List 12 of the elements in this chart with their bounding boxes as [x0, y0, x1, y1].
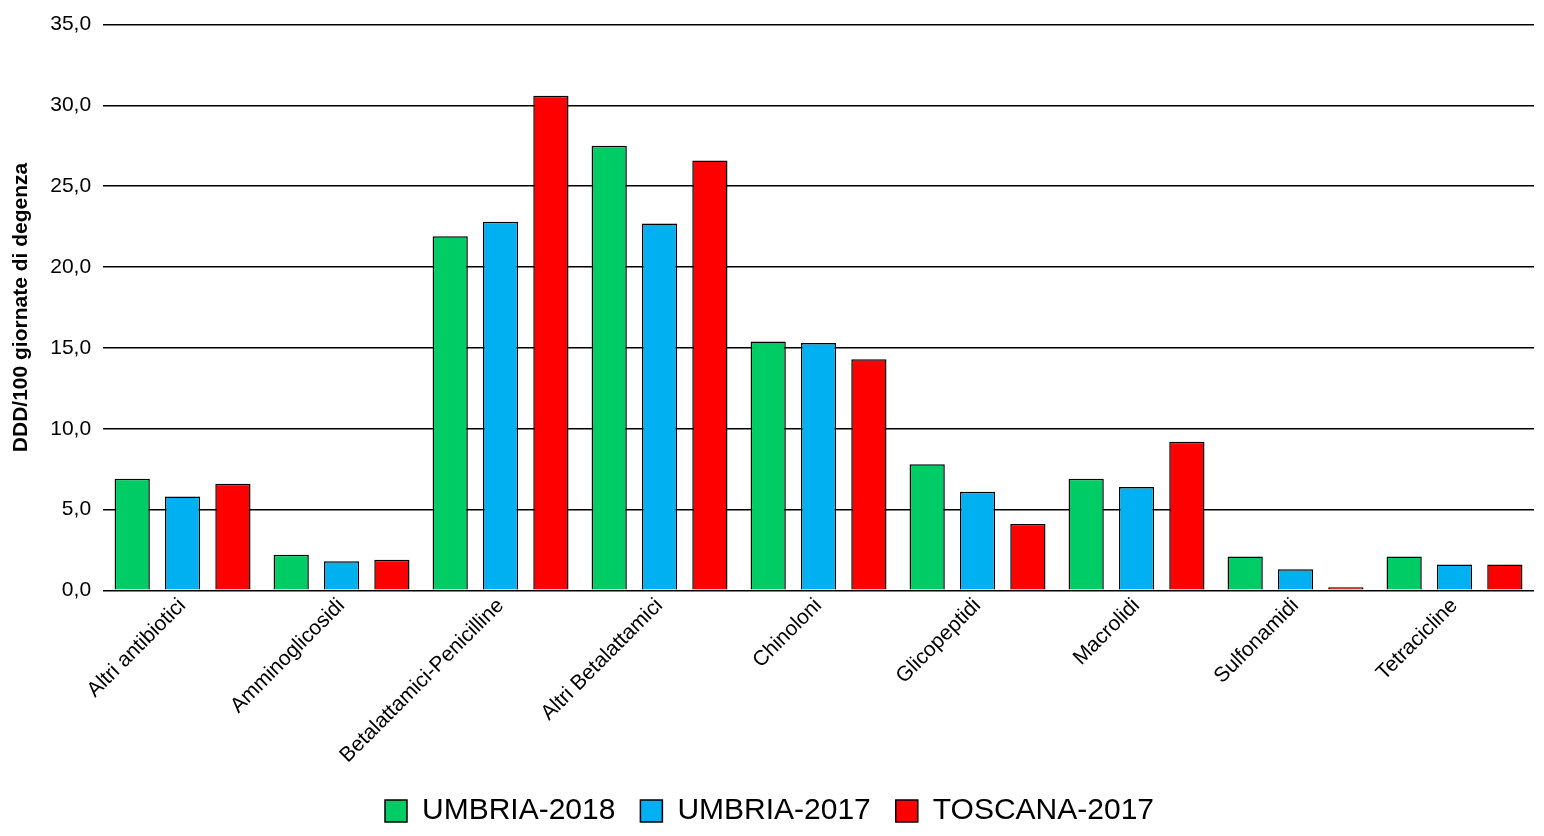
y-tick-label: 20,0: [50, 253, 92, 277]
legend-label: UMBRIA-2018: [421, 792, 616, 826]
legend-label: UMBRIA-2017: [677, 792, 871, 826]
y-tick-label: 10,0: [50, 415, 92, 439]
y-tick-label: 5,0: [61, 496, 92, 520]
y-tick-label: 25,0: [50, 173, 92, 197]
y-tick-label: 0,0: [61, 577, 92, 601]
y-tick-label: 35,0: [50, 11, 92, 35]
y-axis-title: DDD/100 giornate di degenza: [8, 162, 32, 453]
y-tick-label: 15,0: [50, 334, 92, 358]
legend-label: TOSCANA-2017: [932, 792, 1155, 826]
y-tick-label: 30,0: [50, 92, 92, 116]
